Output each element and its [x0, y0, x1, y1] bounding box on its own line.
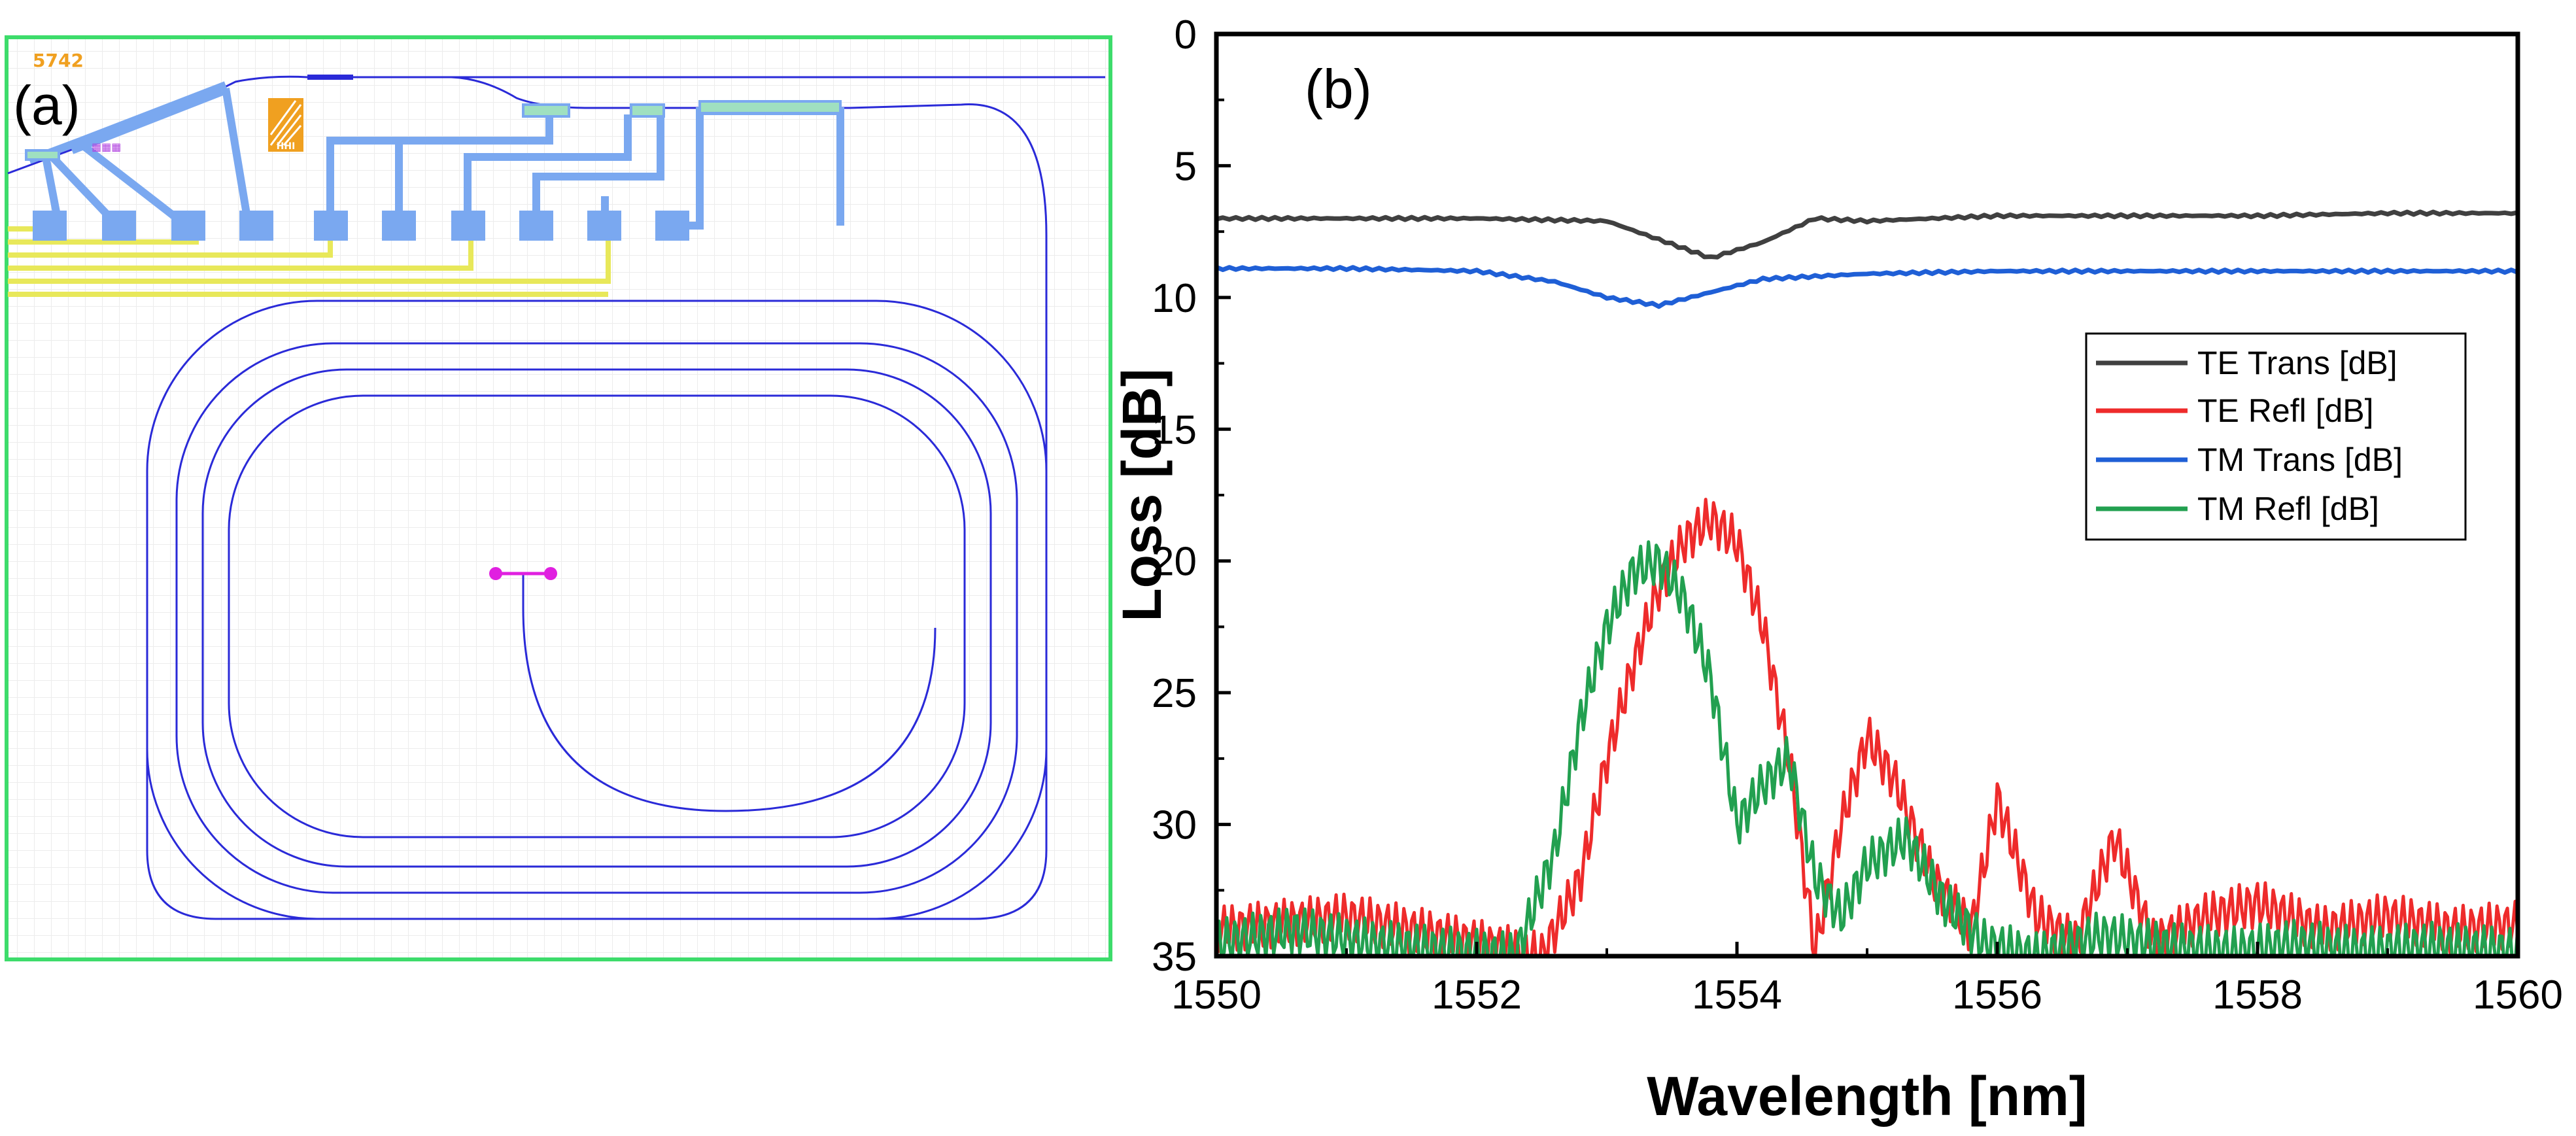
chip-layout-panel: (a) 5742 HHI — [5, 35, 1112, 961]
x-tick-label: 1552 — [1432, 972, 1522, 1018]
chip-area — [7, 37, 1110, 959]
bond-pad — [314, 211, 348, 241]
panel-b-label: (b) — [1305, 58, 1372, 120]
x-tick-label: 1558 — [2212, 972, 2303, 1018]
legend: TE Trans [dB] TE Refl [dB] TM Trans [dB]… — [2085, 332, 2467, 541]
bond-pad — [102, 211, 136, 241]
y-tick-label: 5 — [1175, 144, 1197, 189]
heater-segments — [25, 100, 842, 161]
bond-pad — [655, 211, 689, 241]
y-tick-label: 15 — [1152, 407, 1197, 453]
x-tick-label: 1556 — [1952, 972, 2042, 1018]
x-tick-label: 1554 — [1692, 972, 1782, 1018]
magenta-marker — [489, 567, 557, 580]
logo-text: HHI — [277, 141, 296, 152]
y-tick-label: 20 — [1152, 540, 1197, 585]
y-tick-label: 35 — [1152, 935, 1197, 980]
y-axis-title: Loss [dB] — [1111, 368, 1173, 621]
chip-border — [5, 35, 1112, 961]
bond-pad — [239, 211, 273, 241]
series-line-te-trans-db — [1216, 209, 2518, 260]
bond-pad — [382, 211, 416, 241]
bond-pad — [33, 211, 67, 241]
y-tick-label: 25 — [1152, 671, 1197, 716]
x-axis-title: Wavelength [nm] — [1647, 1065, 2087, 1127]
legend-label-te-refl: TE Refl [dB] — [2197, 392, 2374, 429]
panel-a-label: (a) — [13, 75, 80, 136]
waveguides — [7, 75, 1105, 920]
series-layer — [1216, 209, 2518, 956]
legend-label-tm-trans: TM Trans [dB] — [2197, 441, 2403, 478]
x-tick-label: 1560 — [2473, 972, 2563, 1018]
y-tick-label: 30 — [1152, 803, 1197, 848]
chip-id-label: 5742 — [33, 50, 84, 71]
bond-pad — [587, 211, 621, 241]
spectrum-chart: 1550 1552 1554 1556 1558 1560 0 5 10 15 20 25 30 35 (… — [1111, 12, 2563, 1127]
y-tick-label: 0 — [1175, 12, 1197, 58]
series-line-tm-refl-db — [1216, 540, 2518, 956]
bond-pad — [171, 211, 205, 241]
bond-pads — [33, 211, 689, 241]
hhi-logo: HHI — [268, 98, 303, 152]
legend-label-tm-refl: TM Refl [dB] — [2197, 491, 2379, 527]
ticks-layer: 1550 1552 1554 1556 1558 1560 0 5 10 15 20 25 30 35 — [1152, 12, 2563, 1018]
x-tick-label: 1550 — [1171, 972, 1262, 1018]
legend-label-te-trans: TE Trans [dB] — [2197, 345, 2397, 381]
series-line-tm-trans-db — [1216, 265, 2518, 309]
bond-pad — [519, 211, 553, 241]
y-tick-label: 10 — [1152, 276, 1197, 321]
bond-pad — [451, 211, 485, 241]
series-line-te-refl-db — [1216, 498, 2518, 956]
legend-box — [2085, 332, 2467, 541]
device-label-purple: ▦▦▦ — [92, 141, 121, 153]
